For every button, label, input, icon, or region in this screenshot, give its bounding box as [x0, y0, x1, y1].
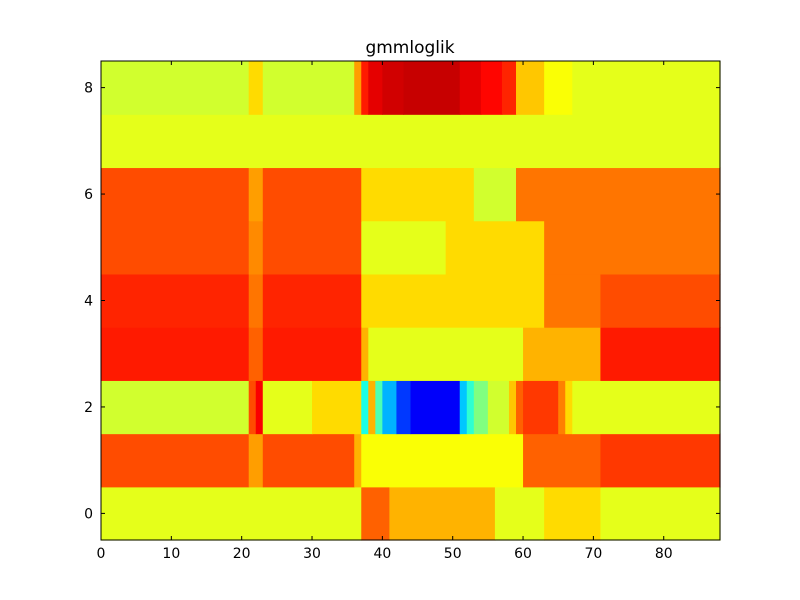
heatmap-cell: [101, 114, 721, 169]
heatmap-cell: [248, 61, 264, 115]
y-tick-label: 0: [84, 506, 93, 522]
heatmap-cell: [473, 380, 489, 435]
heatmap-cells: [101, 61, 721, 541]
y-tick-label: 8: [84, 81, 93, 97]
heatmap-cell: [361, 273, 545, 328]
heatmap-cell: [508, 380, 517, 435]
heatmap-cell: [262, 220, 362, 275]
x-tick-label: 80: [655, 546, 673, 562]
heatmap-cell: [368, 380, 376, 435]
heatmap-cell: [523, 380, 559, 435]
heatmap-cell: [312, 380, 362, 435]
heatmap-cell: [523, 327, 602, 381]
x-tick-label: 10: [162, 546, 180, 562]
heatmap-cell: [101, 380, 250, 435]
heatmap-cell: [558, 380, 566, 435]
heatmap-cell: [375, 380, 383, 435]
heatmap-cell: [248, 433, 264, 488]
x-tick-label: 0: [97, 546, 106, 562]
x-tick-label: 50: [444, 546, 462, 562]
heatmap-cell: [262, 273, 362, 328]
heatmap-cell: [459, 380, 468, 435]
heatmap-cell: [459, 61, 482, 115]
heatmap-cell: [354, 433, 362, 488]
heatmap-cell: [361, 167, 475, 222]
heatmap-cell: [600, 486, 721, 541]
heatmap-cell: [262, 167, 362, 222]
heatmap-cell: [565, 380, 573, 435]
heatmap-cell: [487, 380, 510, 435]
heatmap-cell: [516, 61, 545, 115]
heatmap-cell: [361, 433, 524, 488]
heatmap-cell: [544, 61, 573, 115]
heatmap-cell: [396, 380, 412, 435]
heatmap-cell: [368, 327, 524, 381]
heatmap-cell: [544, 486, 602, 541]
heatmap-cell: [262, 380, 313, 435]
chart-title: gmmloglik: [365, 38, 454, 58]
heatmap-cell: [101, 61, 250, 115]
heatmap-cell: [523, 433, 602, 488]
x-tick-label: 70: [584, 546, 602, 562]
heatmap-cell: [255, 380, 264, 435]
heatmap-cell: [600, 327, 721, 381]
heatmap-cell: [389, 486, 496, 541]
heatmap-cell: [361, 327, 369, 381]
heatmap-cell: [516, 380, 524, 435]
heatmap-cell: [361, 486, 390, 541]
x-tick-label: 40: [373, 546, 391, 562]
heatmap-cell: [466, 380, 475, 435]
heatmap-cell: [480, 61, 503, 115]
heatmap-cell: [572, 61, 721, 115]
heatmap-cell: [494, 486, 545, 541]
y-tick-label: 2: [84, 400, 93, 416]
heatmap-cell: [262, 327, 362, 381]
heatmap-cell: [382, 61, 405, 115]
heatmap-cell: [248, 273, 264, 328]
x-tick-label: 20: [233, 546, 251, 562]
heatmap-cell: [101, 167, 250, 222]
y-tick-label: 4: [84, 294, 93, 310]
heatmap-cell: [445, 220, 545, 275]
heatmap-cell: [544, 273, 602, 328]
heatmap-cell: [572, 380, 721, 435]
heatmap-cell: [501, 61, 517, 115]
heatmap-cell: [101, 327, 250, 381]
heatmap-cell: [248, 327, 264, 381]
heatmap-cell: [101, 433, 250, 488]
heatmap-cell: [248, 167, 264, 222]
heatmap-cell: [403, 61, 461, 115]
heatmap-cell: [600, 433, 721, 488]
heatmap-cell: [262, 433, 355, 488]
heatmap-cell: [248, 380, 257, 435]
heatmap-cell: [382, 380, 398, 435]
heatmap-cell: [368, 61, 383, 115]
heatmap-cell: [361, 61, 369, 115]
heatmap-cell: [600, 273, 721, 328]
heatmap-cell: [101, 220, 250, 275]
heatmap-cell: [473, 167, 517, 222]
heatmap-cell: [101, 486, 362, 541]
x-tick-label: 30: [303, 546, 321, 562]
axis-ticks: 0 10 20 30 40 50 60 70 80 0 2 4 6 8: [84, 61, 720, 562]
heatmap-cell: [544, 220, 721, 275]
heatmap-cell: [361, 220, 447, 275]
heatmap-cell: [516, 167, 721, 222]
heatmap-cell: [361, 380, 369, 435]
heatmap-cell: [248, 220, 264, 275]
x-tick-label: 60: [514, 546, 532, 562]
heatmap-cell: [410, 380, 461, 435]
heatmap-cell: [262, 61, 355, 115]
heatmap-cell: [101, 273, 250, 328]
y-tick-label: 6: [84, 187, 93, 203]
heatmap-cell: [354, 61, 362, 115]
